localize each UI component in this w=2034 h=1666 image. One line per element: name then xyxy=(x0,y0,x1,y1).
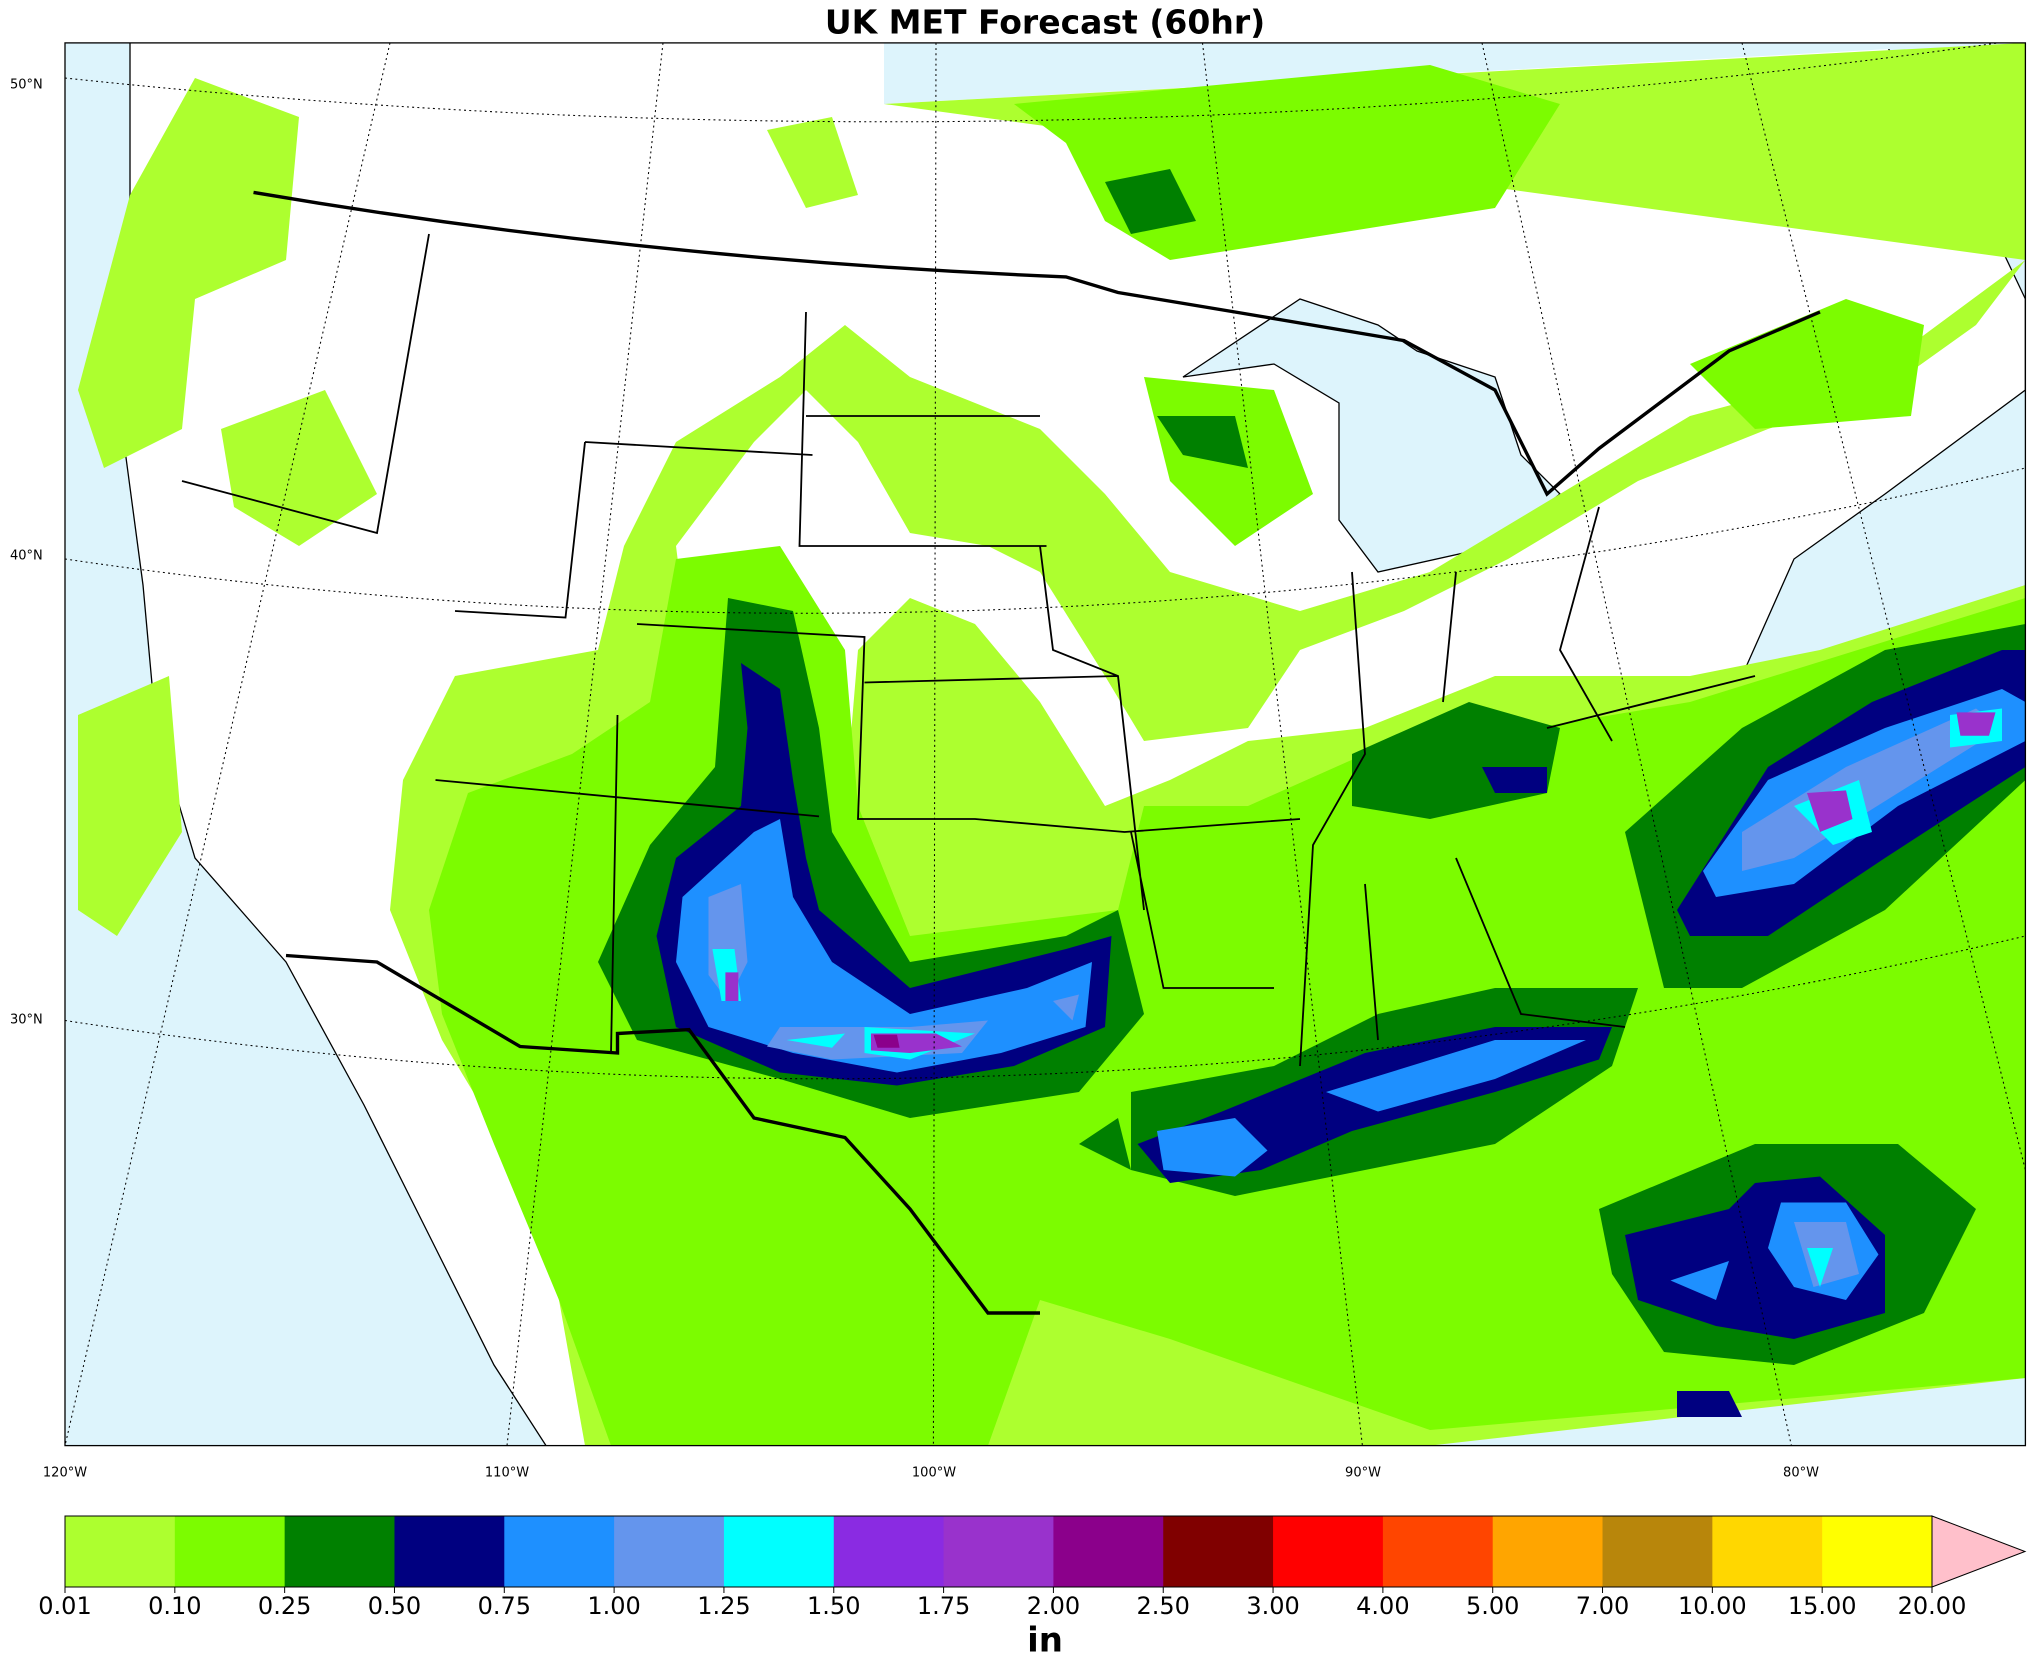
colorbar-tick-label: 2.50 xyxy=(1137,1592,1190,1620)
lat-label: 40°N xyxy=(10,549,43,564)
colorbar-box xyxy=(1712,1516,1823,1587)
colorbar-tick-label: 10.00 xyxy=(1678,1592,1747,1620)
colorbar-box xyxy=(1492,1516,1604,1587)
colorbar-tick-label: 20.00 xyxy=(1898,1592,1967,1620)
colorbar-tick-label: 1.75 xyxy=(917,1592,970,1620)
state-borders xyxy=(181,233,1756,1067)
lat-label: 50°N xyxy=(10,78,43,93)
colorbar-box xyxy=(174,1516,286,1587)
colorbar-tick-label: 5.00 xyxy=(1466,1592,1519,1620)
colorbar-tick-label: 0.10 xyxy=(148,1592,201,1620)
colorbar-box xyxy=(833,1516,945,1587)
colorbar-tick-label: 0.01 xyxy=(38,1592,91,1620)
colorbar-box xyxy=(394,1516,505,1587)
colorbar-tick-label: 1.25 xyxy=(697,1592,750,1620)
lon-label: 100°W xyxy=(912,1466,956,1481)
colorbar-box xyxy=(1273,1516,1384,1587)
map-title: UK MET Forecast (60hr) xyxy=(825,3,1265,42)
map-labels: 50°N 40°N 30°N 120°W 110°W 100°W 90°W 80°W xyxy=(10,78,1819,1481)
colorbar-frame xyxy=(64,1515,1933,1588)
colorbar-box xyxy=(1163,1516,1274,1587)
precip-field xyxy=(78,42,2026,1446)
lon-label: 120°W xyxy=(43,1466,87,1481)
lon-label: 80°W xyxy=(1783,1466,1819,1481)
colorbar-tick-label: 0.75 xyxy=(478,1592,531,1620)
colorbar-box xyxy=(504,1516,615,1587)
colorbar-box xyxy=(1602,1516,1713,1587)
colorbar-box xyxy=(943,1516,1054,1587)
colorbar-box xyxy=(1053,1516,1164,1587)
colorbar-box xyxy=(284,1516,395,1587)
colorbar-tick-label: 3.00 xyxy=(1246,1592,1299,1620)
lon-label: 90°W xyxy=(1345,1466,1381,1481)
canada-border xyxy=(253,190,1821,497)
colorbar-tick-label: 0.25 xyxy=(258,1592,311,1620)
mexico-border xyxy=(285,953,1040,1315)
map xyxy=(64,42,2027,1447)
colorbar-tick-label: 2.00 xyxy=(1027,1592,1080,1620)
colorbar-box xyxy=(723,1516,835,1587)
model-edge-top xyxy=(883,42,2026,104)
colorbar-tick-label: 1.50 xyxy=(807,1592,860,1620)
colorbar-tick-label: 4.00 xyxy=(1356,1592,1409,1620)
colorbar: 0.01 0.10 0.25 0.50 0.75 1.00 1.25 1.50 1.75 2.00… xyxy=(38,1515,2027,1620)
graticule xyxy=(64,42,2026,1446)
colorbar-box xyxy=(65,1516,176,1587)
colorbar-box xyxy=(1382,1516,1494,1587)
lat-label: 30°N xyxy=(10,1013,43,1028)
colorbar-tick-label: 15.00 xyxy=(1788,1592,1857,1620)
colorbar-box xyxy=(614,1516,725,1587)
map-frame xyxy=(64,42,2027,1447)
lon-label: 110°W xyxy=(485,1466,529,1481)
colorbar-label: in xyxy=(1027,1621,1063,1661)
colorbar-extend xyxy=(1931,1515,2027,1588)
colorbar-tick-label: 1.00 xyxy=(587,1592,640,1620)
colorbar-tick-label: 0.50 xyxy=(368,1592,421,1620)
colorbar-box xyxy=(1822,1516,1933,1587)
colorbar-tick-label: 7.00 xyxy=(1576,1592,1629,1620)
